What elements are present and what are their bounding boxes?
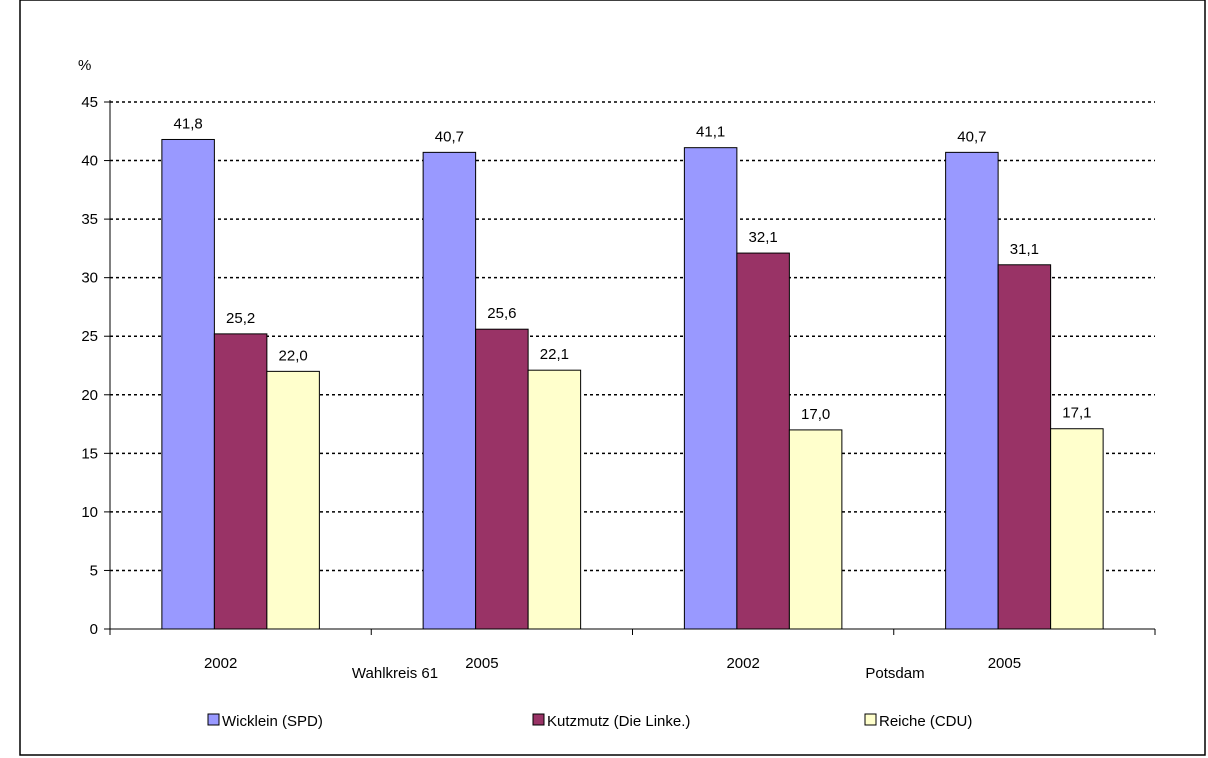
legend-swatch (864, 713, 877, 726)
data-label: 31,1 (1010, 241, 1039, 258)
y-axis-label: % (78, 57, 91, 74)
y-tick-label: 40 (81, 153, 98, 170)
data-label: 32,1 (749, 229, 778, 246)
legend-label: Reiche (CDU) (879, 713, 972, 730)
bar (475, 328, 529, 630)
data-label: 25,6 (487, 305, 516, 322)
data-labels: 41,8 40,7 41,1 40,7 25,2 25,6 32,1 31,1 22,0 22,1… (174, 115, 1092, 422)
group-label: Potsdam (865, 665, 924, 682)
bar (266, 370, 320, 630)
bar (1050, 428, 1104, 630)
axes: 0 5 10 15 20 25 30 35 40 45 2002 2005 2002 2005 Wahlkr… (81, 94, 1156, 682)
bar (997, 264, 1052, 630)
data-label: 41,8 (174, 115, 203, 132)
legend: Wicklein (SPD) Kutzmutz (Die Linke.) Reich… (207, 713, 972, 730)
bar (161, 138, 215, 630)
y-tick-label: 30 (81, 270, 98, 287)
y-tick-label: 25 (81, 328, 98, 345)
bar (422, 151, 477, 630)
y-tick-label: 15 (81, 445, 98, 462)
legend-label: Kutzmutz (Die Linke.) (547, 713, 690, 730)
y-tick-label: 0 (90, 621, 98, 638)
bar (788, 429, 843, 630)
bar (683, 147, 738, 630)
data-label: 40,7 (435, 128, 464, 145)
data-label: 17,1 (1062, 405, 1091, 422)
bars (161, 138, 1104, 630)
data-label: 40,7 (957, 128, 986, 145)
data-label: 22,1 (540, 346, 569, 363)
legend-label: Wicklein (SPD) (222, 713, 323, 730)
data-label: 17,0 (801, 406, 830, 423)
data-label: 25,2 (226, 310, 255, 327)
data-label: 41,1 (696, 124, 725, 141)
bar (736, 252, 790, 630)
legend-swatch (532, 713, 545, 726)
y-tick-label: 10 (81, 504, 98, 521)
y-tick-label: 35 (81, 211, 98, 228)
data-label: 22,0 (279, 347, 308, 364)
bar (527, 369, 582, 630)
bar (213, 333, 268, 630)
x-tick-label: 2005 (465, 655, 498, 672)
x-tick-label: 2005 (988, 655, 1021, 672)
bar (945, 151, 999, 630)
y-tick-label: 5 (90, 562, 98, 579)
y-tick-label: 20 (81, 387, 98, 404)
y-tick-label: 45 (81, 94, 98, 111)
group-label: Wahlkreis 61 (352, 665, 438, 682)
x-tick-label: 2002 (204, 655, 237, 672)
legend-swatch (207, 713, 220, 726)
x-tick-label: 2002 (726, 655, 759, 672)
